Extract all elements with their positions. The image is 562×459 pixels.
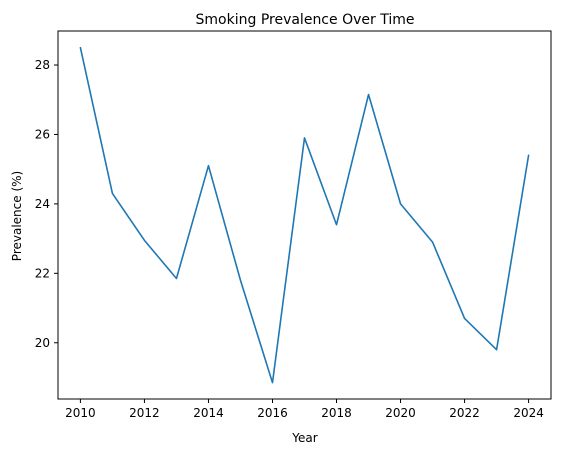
- x-tick-label: 2020: [385, 406, 416, 420]
- x-tick-label: 2024: [513, 406, 544, 420]
- y-axis: 20 22 24 26 28: [35, 58, 58, 350]
- x-tick-label: 2018: [321, 406, 352, 420]
- x-tick-label: 2016: [257, 406, 288, 420]
- y-tick-label: 28: [35, 58, 50, 72]
- x-axis-label: Year: [291, 431, 317, 445]
- y-tick-label: 20: [35, 336, 50, 350]
- y-axis-label: Prevalence (%): [10, 171, 24, 261]
- plot-frame: [57, 30, 552, 400]
- series-line: [79, 46, 530, 384]
- chart-title: Smoking Prevalence Over Time: [196, 12, 415, 28]
- x-tick-label: 2012: [129, 406, 160, 420]
- x-tick-label: 2010: [65, 406, 96, 420]
- y-tick-label: 22: [35, 266, 50, 280]
- x-axis: 2010 2012 2014 2016 2018 2020 2022 2024: [65, 399, 544, 420]
- x-tick-label: 2022: [449, 406, 480, 420]
- y-tick-label: 26: [35, 127, 50, 141]
- x-tick-label: 2014: [193, 406, 224, 420]
- y-tick-label: 24: [35, 197, 50, 211]
- plot-area: [79, 46, 530, 384]
